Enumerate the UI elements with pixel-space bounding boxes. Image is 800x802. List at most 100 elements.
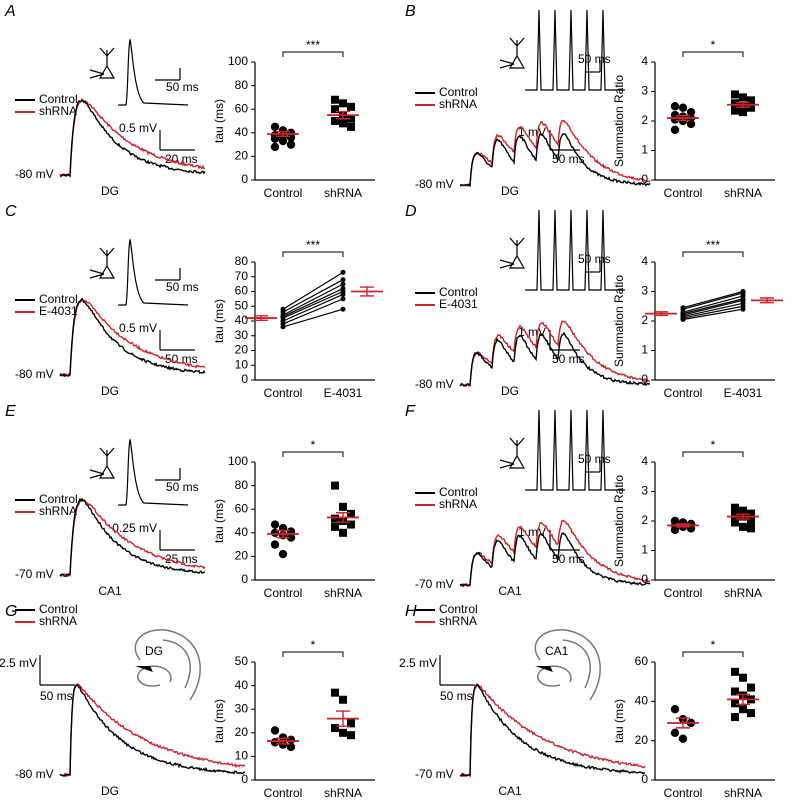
- point: [331, 724, 339, 733]
- x-tick-label: shRNA: [724, 186, 762, 200]
- y-tick-label: 10: [235, 357, 249, 371]
- trace: [460, 684, 646, 778]
- y-tick-label: 4: [641, 254, 648, 268]
- point: [670, 525, 680, 535]
- y-tick-label: 2: [641, 513, 648, 527]
- paired-line: [282, 298, 344, 325]
- legend-label: shRNA: [439, 97, 477, 111]
- point: [286, 533, 296, 542]
- y-axis-label: Summation Ratio: [612, 475, 626, 567]
- paired-line: [682, 299, 744, 316]
- point: [731, 90, 739, 99]
- trace: [459, 331, 651, 388]
- point: [731, 106, 739, 115]
- sem-bar: [676, 523, 690, 528]
- paired-line: [682, 290, 744, 309]
- point: [747, 683, 755, 692]
- y-tick-label: 80: [235, 78, 249, 92]
- point: [347, 509, 355, 518]
- sem-bar: [336, 110, 350, 120]
- point: [270, 540, 280, 549]
- region-label: DG: [101, 384, 119, 398]
- point: [686, 119, 696, 129]
- x-tick-label: shRNA: [724, 586, 762, 600]
- legend-label: shRNA: [39, 104, 77, 118]
- x-tick-label: shRNA: [324, 586, 362, 600]
- y-tick-label: 2: [641, 113, 648, 127]
- y-tick-label: 60: [235, 501, 249, 515]
- y-tick-label: 50: [235, 298, 249, 312]
- y-tick-label: 0: [641, 172, 648, 186]
- sem-bar: [276, 130, 290, 138]
- point: [340, 291, 346, 297]
- point: [670, 728, 680, 737]
- y-tick-label: 20: [635, 733, 649, 747]
- y-tick-label: 50: [235, 654, 249, 668]
- y-tick-label: 40: [235, 313, 249, 327]
- point: [286, 742, 296, 752]
- point: [278, 136, 288, 146]
- x-tick-label: Control: [664, 386, 703, 400]
- trace: [60, 299, 206, 378]
- point: [339, 728, 347, 737]
- paired-line: [282, 279, 344, 313]
- y-tick-label: 0: [641, 572, 648, 586]
- point: [740, 306, 746, 312]
- significance-label: *: [311, 638, 316, 652]
- trace: [59, 683, 246, 778]
- inset-label: DG: [145, 644, 163, 658]
- baseline-label: -80 mV: [15, 167, 54, 181]
- panel-letter: E: [5, 403, 16, 420]
- legend-label: Control: [439, 485, 478, 499]
- sem-bar: [760, 297, 774, 304]
- scale-label: 0.25 mV: [112, 521, 157, 535]
- point: [731, 503, 739, 512]
- point: [340, 269, 346, 275]
- point: [331, 95, 339, 104]
- point: [739, 705, 747, 714]
- y-axis-label: tau (ms): [612, 699, 626, 743]
- y-tick-label: 0: [241, 772, 248, 786]
- y-tick-label: 0: [241, 372, 248, 386]
- point: [280, 324, 286, 330]
- trace: [459, 683, 646, 777]
- trace: [59, 98, 206, 178]
- point: [340, 281, 346, 287]
- significance-label: ***: [306, 38, 320, 52]
- electrode-arrow: [535, 666, 553, 672]
- legend-label: E-4031: [439, 297, 478, 311]
- legend-label: Control: [39, 492, 78, 506]
- neuron-icon: [89, 247, 116, 279]
- spike: [118, 438, 189, 506]
- sem-bar: [654, 311, 668, 317]
- y-tick-label: 100: [228, 454, 248, 468]
- point: [331, 688, 339, 697]
- neuron-icon: [499, 237, 526, 269]
- sem-bar: [336, 710, 350, 727]
- significance-label: ***: [306, 238, 320, 252]
- y-axis-label: tau (ms): [212, 699, 226, 743]
- point: [331, 522, 339, 531]
- point: [686, 107, 696, 117]
- point: [347, 122, 355, 131]
- scale-label: 50 ms: [166, 480, 199, 494]
- legend-label: Control: [39, 602, 78, 616]
- x-tick-label: Control: [664, 186, 703, 200]
- scale-label: 50 ms: [578, 452, 611, 466]
- x-tick-label: E-4031: [324, 386, 363, 400]
- sem-bar: [676, 114, 690, 122]
- region-label: DG: [501, 384, 519, 398]
- paired-line: [282, 308, 344, 328]
- point: [347, 731, 355, 740]
- legend-label: shRNA: [39, 504, 77, 518]
- spike-train: [525, 209, 625, 291]
- significance-label: ***: [706, 238, 720, 252]
- spike-train: [525, 9, 625, 91]
- point: [670, 125, 680, 135]
- point: [739, 522, 747, 531]
- point: [340, 306, 346, 312]
- point: [270, 142, 280, 152]
- x-tick-label: shRNA: [324, 786, 362, 800]
- point: [270, 726, 280, 735]
- y-axis-label: tau (ms): [212, 499, 226, 543]
